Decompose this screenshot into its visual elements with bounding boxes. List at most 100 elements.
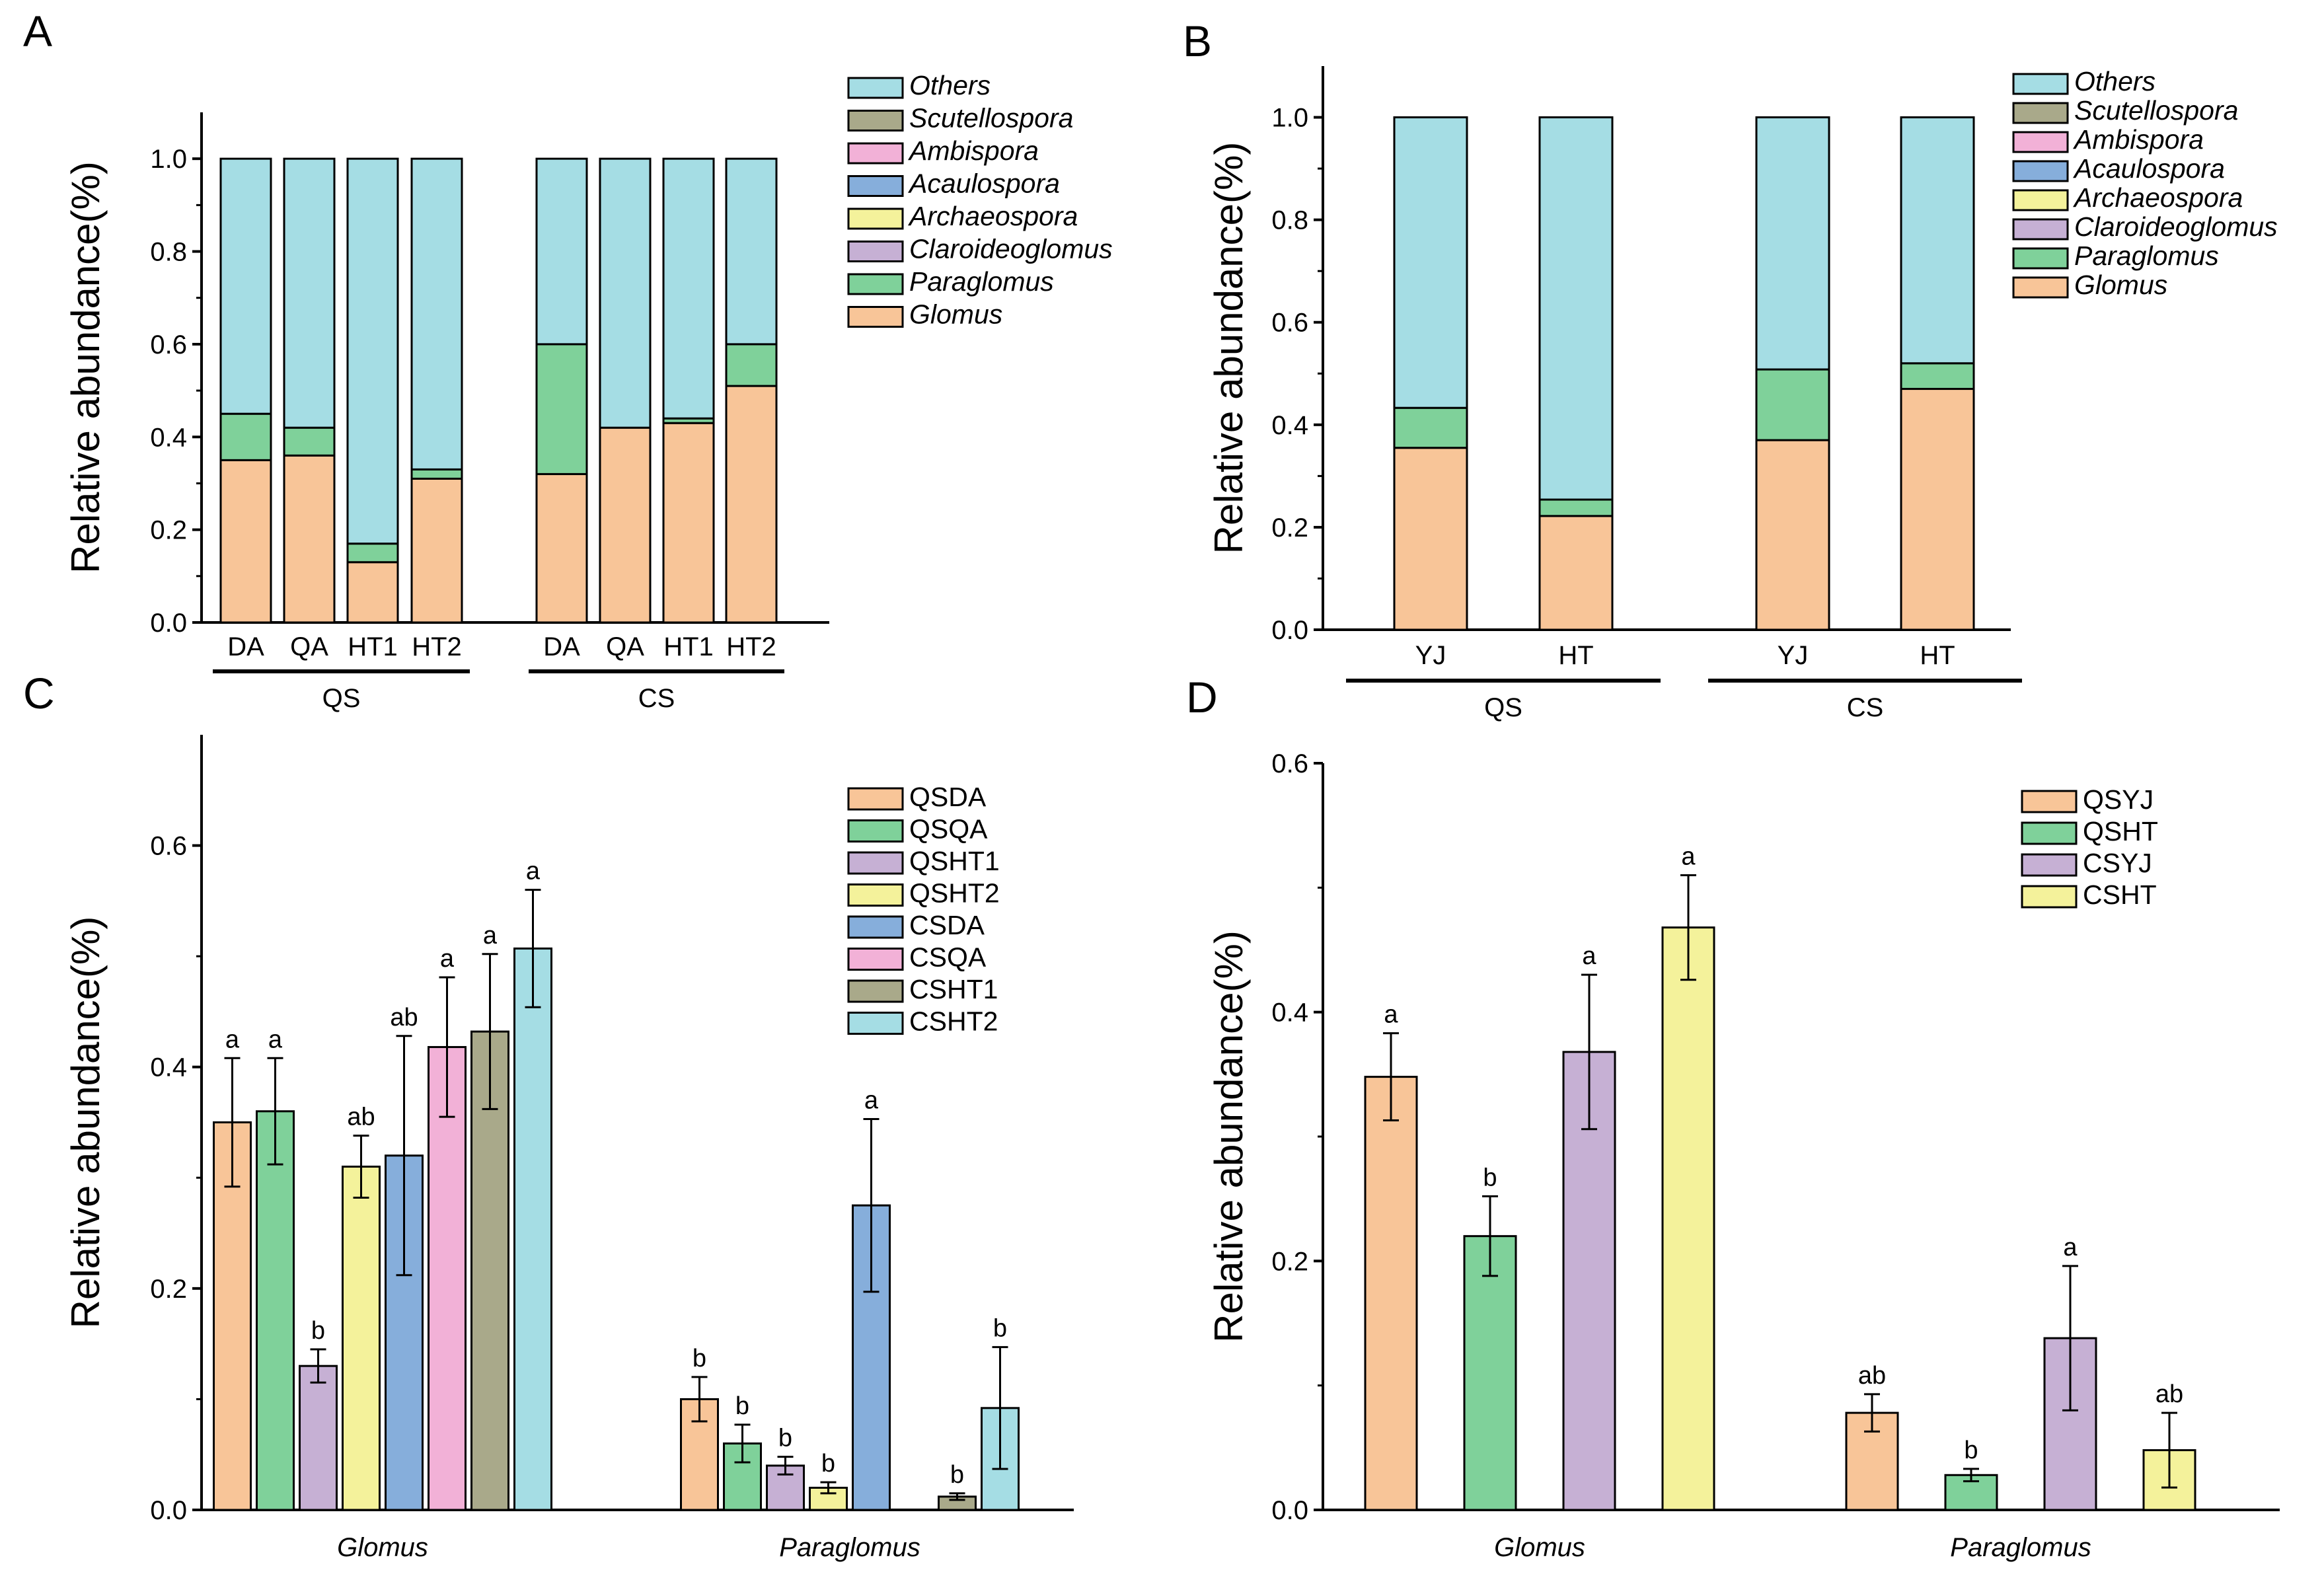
panel-b-legend-swatch: [2012, 73, 2069, 95]
panel-b-x-category-label: YJ: [1778, 641, 1809, 670]
panel-d-x-category-label: Paraglomus: [1950, 1533, 2091, 1562]
panel-d-significance-letter: b: [1964, 1437, 1978, 1464]
panel-b-legend-label: Glomus: [2074, 270, 2167, 300]
panel-c-y-tick-label: 0.6: [150, 832, 187, 861]
panel-a-bar-segment: [599, 426, 652, 624]
panel-b-legend-label: Scutellospora: [2074, 95, 2238, 126]
panel-a-legend-label: Archaeospora: [907, 201, 1078, 231]
panel-a-bar-segment: [725, 385, 778, 624]
panel-a-bar-segment: [346, 543, 399, 564]
panel-a-legend-swatch: [847, 110, 904, 131]
panel-b-group-label: CS: [1847, 693, 1884, 722]
panel-d-legend-swatch: [2021, 885, 2078, 909]
panel-a-legend-label: Others: [909, 70, 991, 100]
panel-label-a: A: [23, 7, 52, 56]
panel-b-bar-segment: [1755, 368, 1830, 441]
panel-b-legend-label: Ambispora: [2072, 124, 2204, 155]
panel-b-y-tick-label: 1.0: [1271, 104, 1308, 133]
panel-label-c: C: [23, 669, 55, 718]
panel-a-bar-segment: [283, 157, 336, 429]
panel-b-legend-swatch: [2012, 160, 2069, 182]
panel-a-legend-label: Ambispora: [907, 135, 1039, 166]
panel-c-x-category-label: Glomus: [337, 1533, 428, 1562]
panel-a-x-category-label: HT2: [726, 632, 776, 661]
panel-b-stacked-bar-chart: 0.0 0.2 0.4 0.6 0.8 1.0 Relative abundance(%) Y…: [1207, 66, 2278, 722]
panel-b-legend-swatch: [2012, 276, 2069, 299]
panel-a-bar-segment: [219, 412, 272, 461]
panel-b-bar-segment: [1900, 116, 1975, 365]
panel-a-bar-segment: [535, 472, 588, 624]
panel-a-x-category-label: QA: [606, 632, 644, 661]
panel-c-bar: [256, 1110, 295, 1511]
panel-b-legend-label: Paraglomus: [2074, 241, 2219, 271]
panel-d-y-tick-label: 0.4: [1271, 998, 1308, 1028]
panel-a-y-tick-label: 0.4: [150, 423, 187, 452]
panel-b-bar-segment: [1538, 498, 1614, 517]
panel-a-bar-segment: [662, 157, 715, 420]
panel-d-legend-label: CSYJ: [2083, 848, 2152, 878]
panel-b-bar-segment: [1900, 388, 1975, 631]
panel-c-legend-label: QSQA: [909, 814, 988, 844]
panel-b-legend-swatch: [2012, 189, 2069, 211]
panel-c-y-axis-title: Relative abundance(%): [63, 917, 108, 1329]
panel-c-y-tick-label: 0.0: [150, 1496, 187, 1525]
panel-c-significance-letter: a: [483, 922, 498, 950]
panel-a-group-label: CS: [638, 684, 675, 713]
panel-c-bar: [513, 947, 552, 1511]
panel-a-y-tick-label: 0.8: [150, 238, 187, 267]
panel-a-stacked-bar-chart: 0.0 0.2 0.4 0.6 0.8 1.0 Relative abundance(%) D…: [63, 70, 1113, 713]
panel-b-legend-label: Acaulospora: [2072, 153, 2225, 184]
panel-c-legend-label: QSHT1: [909, 846, 1000, 876]
panel-a-legend-swatch: [847, 241, 904, 262]
panel-a-bar-segment: [725, 157, 778, 346]
panel-c-bar: [809, 1486, 848, 1511]
panel-c-legend-swatch: [847, 1012, 904, 1035]
panel-d-legend-swatch: [2021, 821, 2078, 845]
panel-a-legend-swatch: [847, 273, 904, 295]
panel-a-x-category-label: HT2: [412, 632, 462, 661]
panel-b-bar-segment: [1755, 116, 1830, 371]
panel-c-significance-letter: b: [950, 1461, 964, 1489]
panel-c-legend-swatch: [847, 979, 904, 1003]
panel-a-y-axis-title: Relative abundance(%): [63, 161, 108, 574]
panel-a-x-category-label: DA: [227, 632, 264, 661]
panel-a-legend-swatch: [847, 77, 904, 99]
panel-d-bar: [1661, 926, 1715, 1511]
panel-b-legend-swatch: [2012, 218, 2069, 241]
panel-a-legend-label: Paraglomus: [909, 266, 1054, 297]
panel-d-x-category-label: Glomus: [1494, 1533, 1585, 1562]
panel-a-legend-label: Scutellospora: [909, 103, 1073, 133]
panel-b-bar-segment: [1393, 116, 1468, 409]
panel-a-bar-segment: [283, 426, 336, 457]
panel-b-bar-segment: [1538, 116, 1614, 501]
panel-c-significance-letter: b: [693, 1345, 706, 1372]
panel-a-x-category-label: DA: [543, 632, 580, 661]
panel-c-legend-swatch: [847, 851, 904, 875]
panel-a-y-tick-label: 0.6: [150, 330, 187, 359]
panel-a-bar-segment: [662, 422, 715, 624]
panel-c-legend-label: CSHT2: [909, 1006, 998, 1037]
panel-c-legend-label: CSHT1: [909, 974, 998, 1004]
panel-d-bar: [1463, 1235, 1517, 1511]
panel-b-y-tick-label: 0.0: [1271, 616, 1308, 645]
panel-d-significance-letter: a: [1681, 843, 1696, 871]
panel-a-x-category-label: QA: [290, 632, 328, 661]
panel-d-significance-letter: b: [1483, 1164, 1497, 1191]
panel-b-bar-segment: [1755, 439, 1830, 631]
panel-c-legend-label: CSQA: [909, 942, 987, 973]
panel-b-y-tick-label: 0.2: [1271, 513, 1308, 543]
panel-d-legend-swatch: [2021, 853, 2078, 877]
panel-a-bar-segment: [346, 157, 399, 545]
panel-c-significance-letter: a: [864, 1086, 879, 1114]
panel-b-legend-label: Archaeospora: [2072, 182, 2243, 213]
panel-b-y-tick-label: 0.6: [1271, 309, 1308, 338]
panel-d-y-tick-label: 0.2: [1271, 1247, 1308, 1276]
panel-b-y-tick-label: 0.8: [1271, 206, 1308, 235]
panel-a-bar-segment: [410, 477, 463, 624]
panel-b-bar-segment: [1393, 447, 1468, 631]
panel-c-legend-swatch: [847, 787, 904, 811]
panel-c-legend-label: CSDA: [909, 910, 985, 940]
panel-c-legend-swatch: [847, 819, 904, 843]
